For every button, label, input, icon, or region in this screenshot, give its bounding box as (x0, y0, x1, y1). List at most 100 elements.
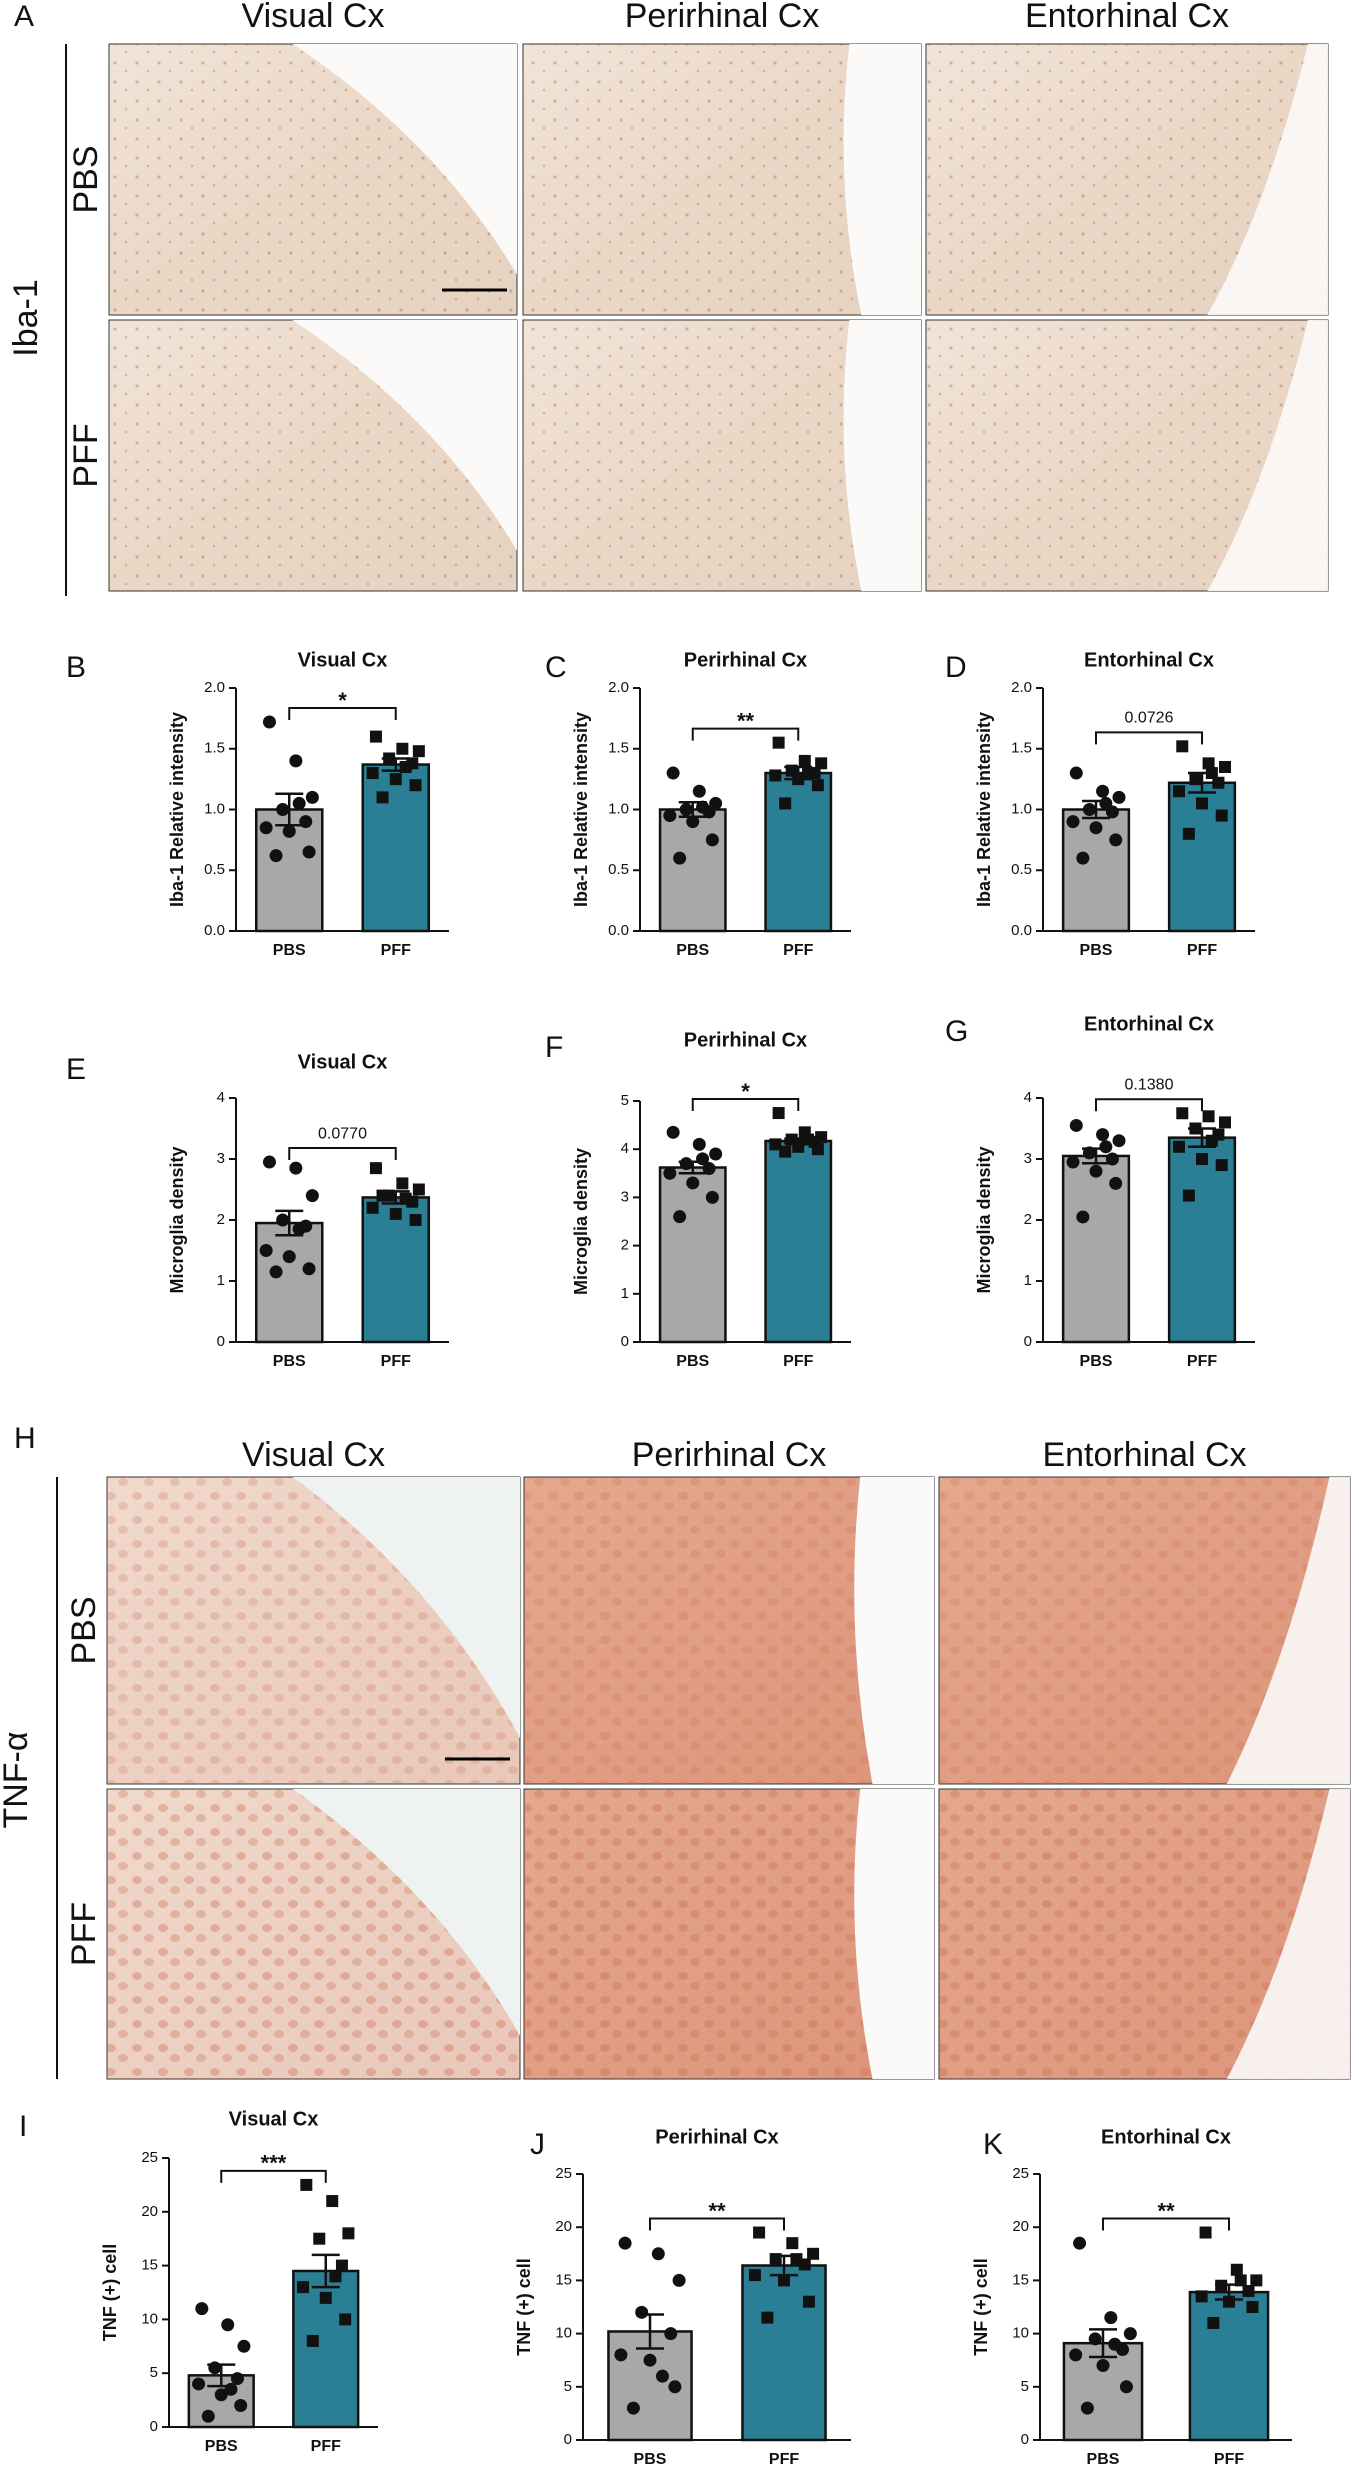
data-point (772, 736, 785, 749)
y-tick-label: 0 (621, 1333, 629, 1350)
data-point (1108, 2337, 1122, 2351)
data-point (748, 2269, 761, 2282)
data-point (1195, 2290, 1208, 2303)
y-tick-label: 2.0 (1011, 679, 1032, 696)
y-tick-label: 1.5 (608, 740, 629, 757)
y-tick-label: 3 (217, 1150, 225, 1167)
data-point (289, 1161, 303, 1175)
y-tick-label: 25 (555, 2165, 572, 2182)
data-point (262, 715, 276, 729)
data-point (339, 2313, 352, 2326)
data-point (412, 1183, 425, 1196)
data-point (705, 1190, 719, 1204)
y-axis-label: TNF (+) cell (100, 2244, 120, 2342)
x-tick-label: PBS (1087, 2451, 1120, 2468)
data-point (201, 2409, 215, 2423)
significance-bracket (649, 2217, 785, 2231)
x-tick-label: PFF (783, 942, 813, 959)
y-tick-label: 5 (621, 1092, 629, 1109)
data-point (1069, 1118, 1083, 1132)
significance-label: ** (708, 2198, 726, 2223)
data-point (792, 1140, 805, 1153)
y-tick-label: 0.5 (608, 861, 629, 878)
tissue-edge (292, 1789, 520, 2036)
panel-letter: J (530, 2128, 545, 2161)
data-point (786, 2237, 799, 2250)
significance-label: * (741, 1079, 750, 1104)
data-point (269, 849, 283, 863)
data-point (692, 784, 706, 798)
tissue-edge (1207, 44, 1328, 315)
y-tick-label: 2.0 (204, 679, 225, 696)
significance-bracket (1095, 731, 1203, 745)
data-point (214, 2388, 228, 2402)
y-tick-label: 4 (217, 1089, 225, 1106)
bar (764, 1139, 833, 1344)
chart-title: Visual Cx (298, 649, 388, 671)
data-point (305, 1189, 319, 1203)
data-point (302, 845, 316, 859)
data-point (815, 757, 828, 770)
data-point (1112, 1134, 1126, 1148)
row-label: PBS (65, 1596, 103, 1664)
column-header: Entorhinal Cx (1042, 1436, 1246, 1474)
significance-bracket (288, 1147, 397, 1161)
y-tick-label: 5 (150, 2364, 158, 2381)
y-tick-label: 0.0 (204, 922, 225, 939)
data-point (1123, 2327, 1137, 2341)
data-point (811, 779, 824, 792)
data-point (208, 2361, 222, 2375)
significance-label: ** (1157, 2198, 1175, 2223)
error-bar (311, 2253, 340, 2289)
bar (764, 771, 833, 933)
data-point (1104, 2311, 1118, 2325)
data-point (1207, 2316, 1220, 2329)
data-point (1230, 2263, 1243, 2276)
x-tick-label: PFF (381, 942, 411, 959)
data-point (1080, 2401, 1094, 2415)
bar (254, 1221, 324, 1344)
y-tick-label: 0.0 (608, 922, 629, 939)
data-point (297, 2281, 310, 2294)
data-point (259, 821, 273, 835)
y-tick-label: 5 (564, 2378, 572, 2395)
data-point (326, 2195, 339, 2208)
y-tick-label: 0 (564, 2431, 572, 2448)
y-tick-label: 1 (621, 1285, 629, 1302)
y-axis-label: Iba-1 Relative intensity (167, 712, 187, 907)
data-point (1215, 2279, 1228, 2292)
data-point (643, 2353, 657, 2367)
y-tick-label: 10 (1012, 2325, 1029, 2342)
significance-bracket (1102, 2217, 1230, 2231)
data-point (696, 1152, 710, 1166)
data-point (761, 2311, 774, 2324)
data-point (666, 1125, 680, 1139)
data-point (399, 1192, 412, 1205)
data-point (673, 851, 687, 865)
y-tick-label: 15 (141, 2257, 158, 2274)
tissue-edge (292, 44, 517, 275)
column-header: Visual Cx (242, 0, 385, 35)
chart-title: Visual Cx (229, 2108, 319, 2130)
data-point (262, 1155, 276, 1169)
y-tick-label: 1.0 (1011, 800, 1032, 817)
data-point (635, 2305, 649, 2319)
tissue-edge (843, 320, 921, 591)
significance-label: 0.0726 (1125, 710, 1174, 727)
data-point (679, 803, 693, 816)
data-point (626, 2401, 640, 2415)
tissue-edge (843, 44, 921, 315)
data-point (672, 2273, 686, 2287)
data-point (1205, 767, 1218, 780)
data-point (1202, 757, 1215, 770)
y-axis-label: Iba-1 Relative intensity (571, 712, 591, 907)
data-point (772, 1107, 785, 1120)
x-tick-label: PBS (1080, 1353, 1113, 1370)
panel-letter: H (14, 1422, 36, 1455)
y-tick-label: 1.0 (204, 800, 225, 817)
data-point (790, 2253, 803, 2266)
y-tick-label: 1 (217, 1272, 225, 1289)
data-point (1176, 1107, 1189, 1120)
data-point (802, 1133, 815, 1146)
y-tick-label: 0 (1021, 2431, 1029, 2448)
